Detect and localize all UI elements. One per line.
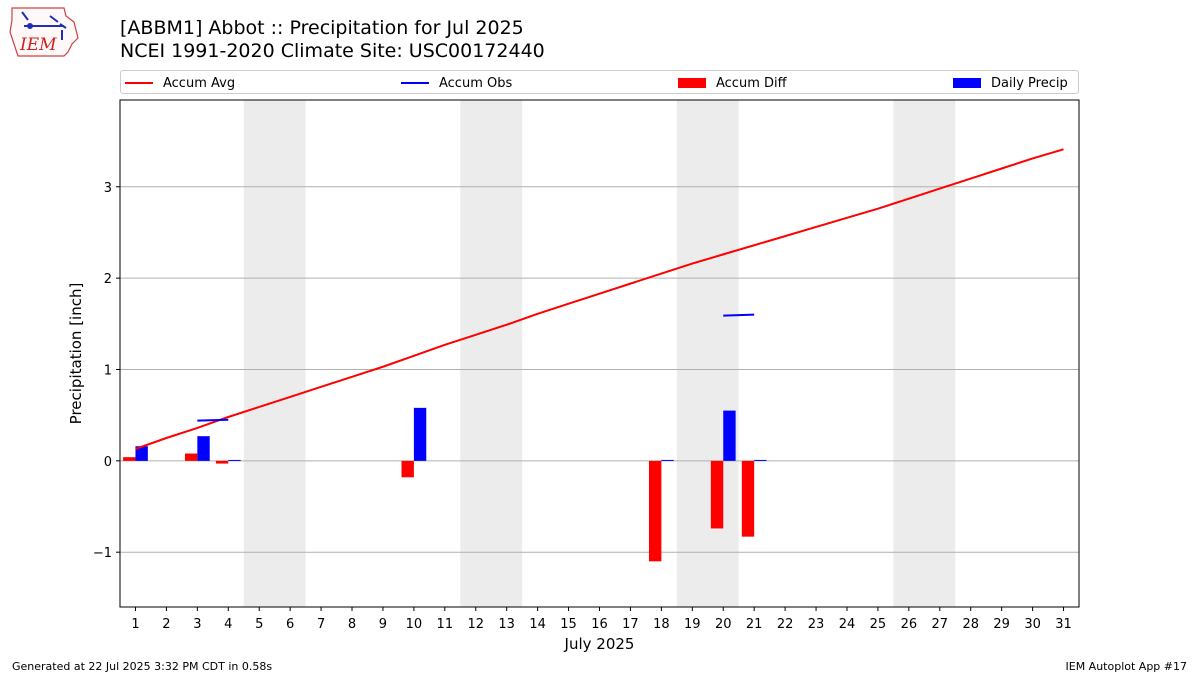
x-tick-label-24: 24 — [839, 617, 856, 632]
daily-precip-bar-10 — [413, 407, 427, 461]
y-tick-label-0: −1 — [93, 546, 112, 561]
accum-avg-line — [135, 148, 1064, 450]
x-tick-label-31: 31 — [1055, 617, 1072, 632]
weekend-band-3 — [893, 100, 956, 607]
legend-label-accum-diff: Accum Diff — [716, 75, 787, 91]
y-tick-label-3: 2 — [104, 272, 112, 287]
accum-diff-bar-4 — [215, 460, 229, 464]
x-tick-label-29: 29 — [993, 617, 1010, 632]
accum-diff-bar-10 — [401, 460, 414, 478]
x-tick-label-22: 22 — [777, 617, 794, 632]
legend-label-accum-obs: Accum Obs — [439, 75, 513, 91]
accum-obs-line-1 — [723, 313, 755, 317]
y-tick-label-1: 0 — [104, 455, 112, 470]
footer-app: IEM Autoplot App #17 — [1065, 660, 1188, 673]
legend-label-accum-avg: Accum Avg — [163, 75, 236, 91]
x-tick-label-10: 10 — [406, 617, 423, 632]
x-tick-label-5: 5 — [255, 617, 263, 632]
accum-diff-bar-21 — [741, 460, 755, 537]
legend-swatch-accum-avg — [125, 82, 153, 84]
x-tick-label-3: 3 — [193, 617, 201, 632]
x-tick-label-28: 28 — [962, 617, 979, 632]
footer-generated: Generated at 22 Jul 2025 3:32 PM CDT in … — [12, 660, 273, 673]
accum-obs-line-0 — [197, 418, 229, 422]
x-tick-label-9: 9 — [379, 617, 387, 632]
weekend-band-2 — [676, 100, 739, 607]
legend-item-accum-avg: Accum Avg — [125, 71, 235, 95]
y-tick-label-2: 1 — [104, 363, 112, 378]
x-tick-label-25: 25 — [870, 617, 887, 632]
x-tick-label-11: 11 — [437, 617, 454, 632]
x-tick-label-6: 6 — [286, 617, 294, 632]
x-tick-label-17: 17 — [622, 617, 639, 632]
chart-subtitle: NCEI 1991-2020 Climate Site: USC00172440 — [120, 40, 545, 62]
x-tick-label-13: 13 — [498, 617, 515, 632]
iem-logo: IEM — [9, 7, 79, 57]
daily-precip-bar-18 — [661, 459, 674, 461]
x-tick-label-18: 18 — [653, 617, 670, 632]
chart-title: [ABBM1] Abbot :: Precipitation for Jul 2… — [120, 17, 524, 39]
x-tick-label-30: 30 — [1024, 617, 1041, 632]
weekend-band-1 — [460, 100, 523, 607]
logo-text: IEM — [19, 35, 57, 55]
accum-diff-bar-1 — [123, 457, 136, 461]
x-tick-label-14: 14 — [529, 617, 546, 632]
legend-item-accum-obs: Accum Obs — [401, 71, 512, 95]
x-tick-label-23: 23 — [808, 617, 825, 632]
daily-precip-bar-1 — [135, 446, 148, 461]
legend-swatch-accum-obs — [401, 82, 429, 84]
legend-swatch-accum-diff — [678, 78, 706, 88]
x-tick-label-12: 12 — [467, 617, 484, 632]
chart-legend: Accum Avg Accum Obs Accum Diff Daily Pre… — [120, 70, 1079, 94]
legend-item-accum-diff: Accum Diff — [678, 71, 787, 95]
x-tick-label-16: 16 — [591, 617, 608, 632]
x-tick-label-1: 1 — [131, 617, 139, 632]
daily-precip-bar-20 — [723, 410, 736, 461]
legend-label-daily-precip: Daily Precip — [991, 75, 1068, 91]
x-tick-label-7: 7 — [317, 617, 325, 632]
accum-diff-bar-20 — [710, 460, 724, 529]
x-tick-label-19: 19 — [684, 617, 701, 632]
x-tick-label-27: 27 — [932, 617, 949, 632]
legend-item-daily-precip: Daily Precip — [953, 71, 1068, 95]
x-tick-label-4: 4 — [224, 617, 232, 632]
y-axis-label: Precipitation [inch] — [67, 283, 85, 425]
daily-precip-bar-21 — [754, 459, 767, 461]
accum-diff-bar-18 — [648, 460, 662, 562]
x-axis-label: July 2025 — [564, 635, 635, 653]
legend-swatch-daily-precip — [953, 78, 981, 88]
weekend-band-0 — [243, 100, 306, 607]
y-tick-label-4: 3 — [104, 181, 112, 196]
daily-precip-bar-3 — [197, 436, 210, 461]
x-tick-label-21: 21 — [746, 617, 763, 632]
x-tick-label-20: 20 — [715, 617, 732, 632]
x-tick-label-26: 26 — [901, 617, 918, 632]
x-tick-label-2: 2 — [162, 617, 170, 632]
accum-diff-bar-3 — [184, 453, 198, 461]
daily-precip-bar-4 — [228, 459, 241, 461]
x-tick-label-15: 15 — [560, 617, 577, 632]
x-tick-label-8: 8 — [348, 617, 356, 632]
